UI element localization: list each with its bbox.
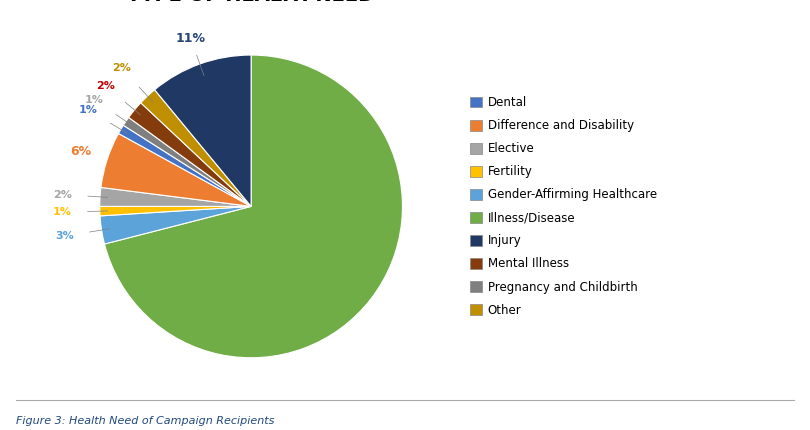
Text: 6%: 6% [70,145,92,158]
Wedge shape [100,206,251,244]
Wedge shape [101,133,251,206]
Text: 11%: 11% [176,32,206,45]
Text: 3%: 3% [55,231,74,241]
Wedge shape [104,55,403,358]
Text: 1%: 1% [79,105,98,115]
Text: 2%: 2% [53,190,72,200]
Text: 1%: 1% [85,95,104,105]
Wedge shape [123,117,251,206]
Text: 2%: 2% [96,81,115,91]
Wedge shape [129,103,251,206]
Text: Figure 3: Health Need of Campaign Recipients: Figure 3: Health Need of Campaign Recipi… [16,416,275,426]
Title: TYPE OF HEALTH NEED: TYPE OF HEALTH NEED [127,0,375,5]
Wedge shape [100,206,251,216]
Wedge shape [141,90,251,206]
Text: 1%: 1% [53,207,71,217]
Wedge shape [118,125,251,206]
Wedge shape [155,55,251,206]
Legend: Dental, Difference and Disability, Elective, Fertility, Gender-Affirming Healthc: Dental, Difference and Disability, Elect… [465,92,662,321]
Wedge shape [100,187,251,206]
Text: 71%: 71% [299,250,335,265]
Text: 2%: 2% [112,64,131,74]
